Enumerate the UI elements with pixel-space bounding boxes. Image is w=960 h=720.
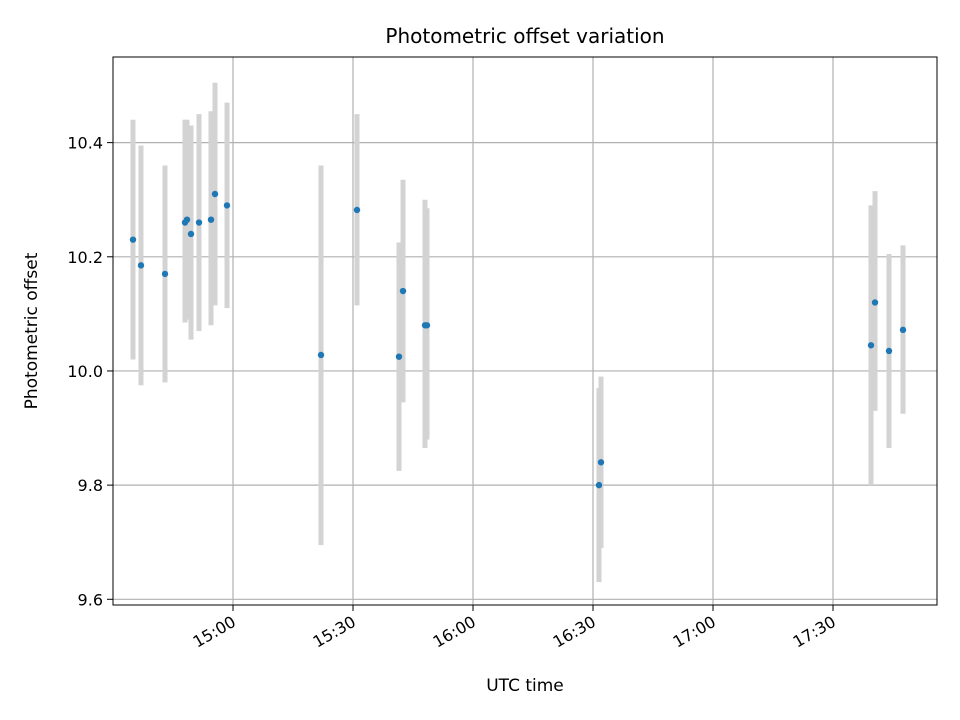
data-point xyxy=(137,262,145,269)
grid xyxy=(113,57,937,605)
data-point xyxy=(183,216,191,223)
y-tick-label: 10.4 xyxy=(67,134,103,153)
data-point xyxy=(399,287,407,295)
data-point xyxy=(129,236,137,243)
data-point xyxy=(317,351,325,359)
y-tick-label: 10.0 xyxy=(67,362,103,381)
y-axis-title: Photometric offset xyxy=(22,252,42,409)
data-point xyxy=(223,202,231,209)
data-point xyxy=(885,347,893,355)
data-point xyxy=(597,459,605,466)
data-point xyxy=(207,216,215,223)
x-axis-title: UTC time xyxy=(486,676,564,696)
y-tick-label: 10.2 xyxy=(67,248,103,267)
data-point xyxy=(899,326,907,334)
plot-area-frame xyxy=(112,56,938,606)
data-point xyxy=(395,353,403,360)
y-tick-label: 9.8 xyxy=(78,476,103,495)
data-point xyxy=(187,230,195,238)
data-point xyxy=(595,481,603,489)
data-points xyxy=(129,190,907,489)
data-point xyxy=(353,206,361,214)
data-point xyxy=(195,219,203,226)
data-point xyxy=(867,342,875,349)
y-tick-label: 9.6 xyxy=(78,590,103,609)
chart-title: Photometric offset variation xyxy=(385,24,664,48)
data-point xyxy=(211,190,219,198)
data-point xyxy=(161,270,169,278)
data-point xyxy=(423,322,431,329)
data-point xyxy=(871,299,879,306)
